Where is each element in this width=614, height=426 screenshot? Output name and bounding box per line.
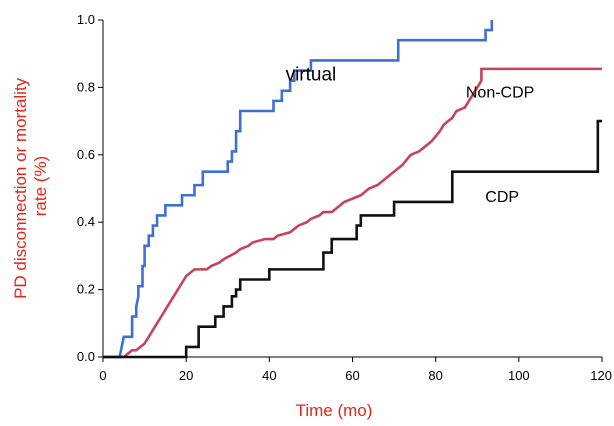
y-tick-label: 1.0 <box>77 12 95 27</box>
series-line-virtual <box>103 20 494 359</box>
labels-layer: virtual Non-CDP CDP <box>286 65 535 206</box>
ticks-layer: 0.0 0.2 0.4 0.6 0.8 1.0 0 20 40 60 80 100 120 <box>77 12 612 383</box>
series-label-virtual: virtual <box>286 65 337 86</box>
plot-background <box>103 20 602 357</box>
series-label-cdp: CDP <box>485 189 519 206</box>
x-tick-label: 80 <box>428 368 442 383</box>
y-tick-label: 0.2 <box>77 282 95 297</box>
x-tick-label: 100 <box>508 368 530 383</box>
x-tick-label: 20 <box>179 368 193 383</box>
y-axis-title: PD disconnection or mortality rate (%) <box>11 73 50 299</box>
series-line-cdp <box>103 119 602 359</box>
y-tick-label: 0.6 <box>77 147 95 162</box>
x-axis-title: Time (mo) <box>296 401 373 420</box>
x-tick-label: 60 <box>345 368 359 383</box>
y-axis-title-line-2: rate (%) <box>31 156 50 216</box>
x-tick-label: 40 <box>262 368 276 383</box>
plot-frame <box>102 20 602 358</box>
y-tick-label: 0.8 <box>77 79 95 94</box>
series-label-non-cdp: Non-CDP <box>466 85 534 102</box>
x-tick-label: 120 <box>590 368 612 383</box>
series-line-non-cdp <box>103 67 602 359</box>
y-tick-label: 0.0 <box>77 349 95 364</box>
y-tick-label: 0.4 <box>77 214 95 229</box>
x-tick-label: 0 <box>99 368 106 383</box>
series-layer <box>103 20 602 359</box>
y-axis-title-line-1: PD disconnection or mortality <box>11 77 30 299</box>
